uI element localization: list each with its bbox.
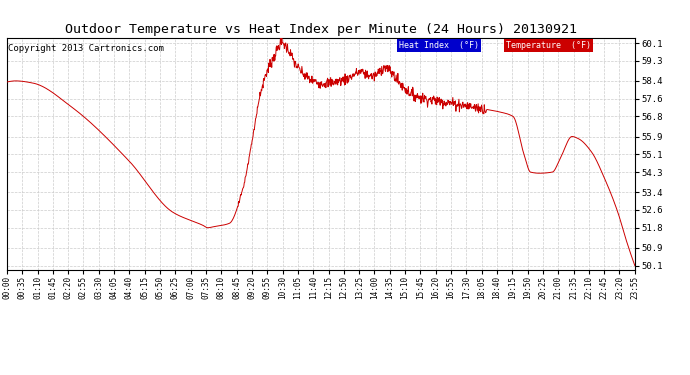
Text: Heat Index  (°F): Heat Index (°F) [400, 41, 480, 50]
Text: Temperature  (°F): Temperature (°F) [506, 41, 591, 50]
Title: Outdoor Temperature vs Heat Index per Minute (24 Hours) 20130921: Outdoor Temperature vs Heat Index per Mi… [65, 23, 577, 36]
Text: Copyright 2013 Cartronics.com: Copyright 2013 Cartronics.com [8, 45, 164, 54]
